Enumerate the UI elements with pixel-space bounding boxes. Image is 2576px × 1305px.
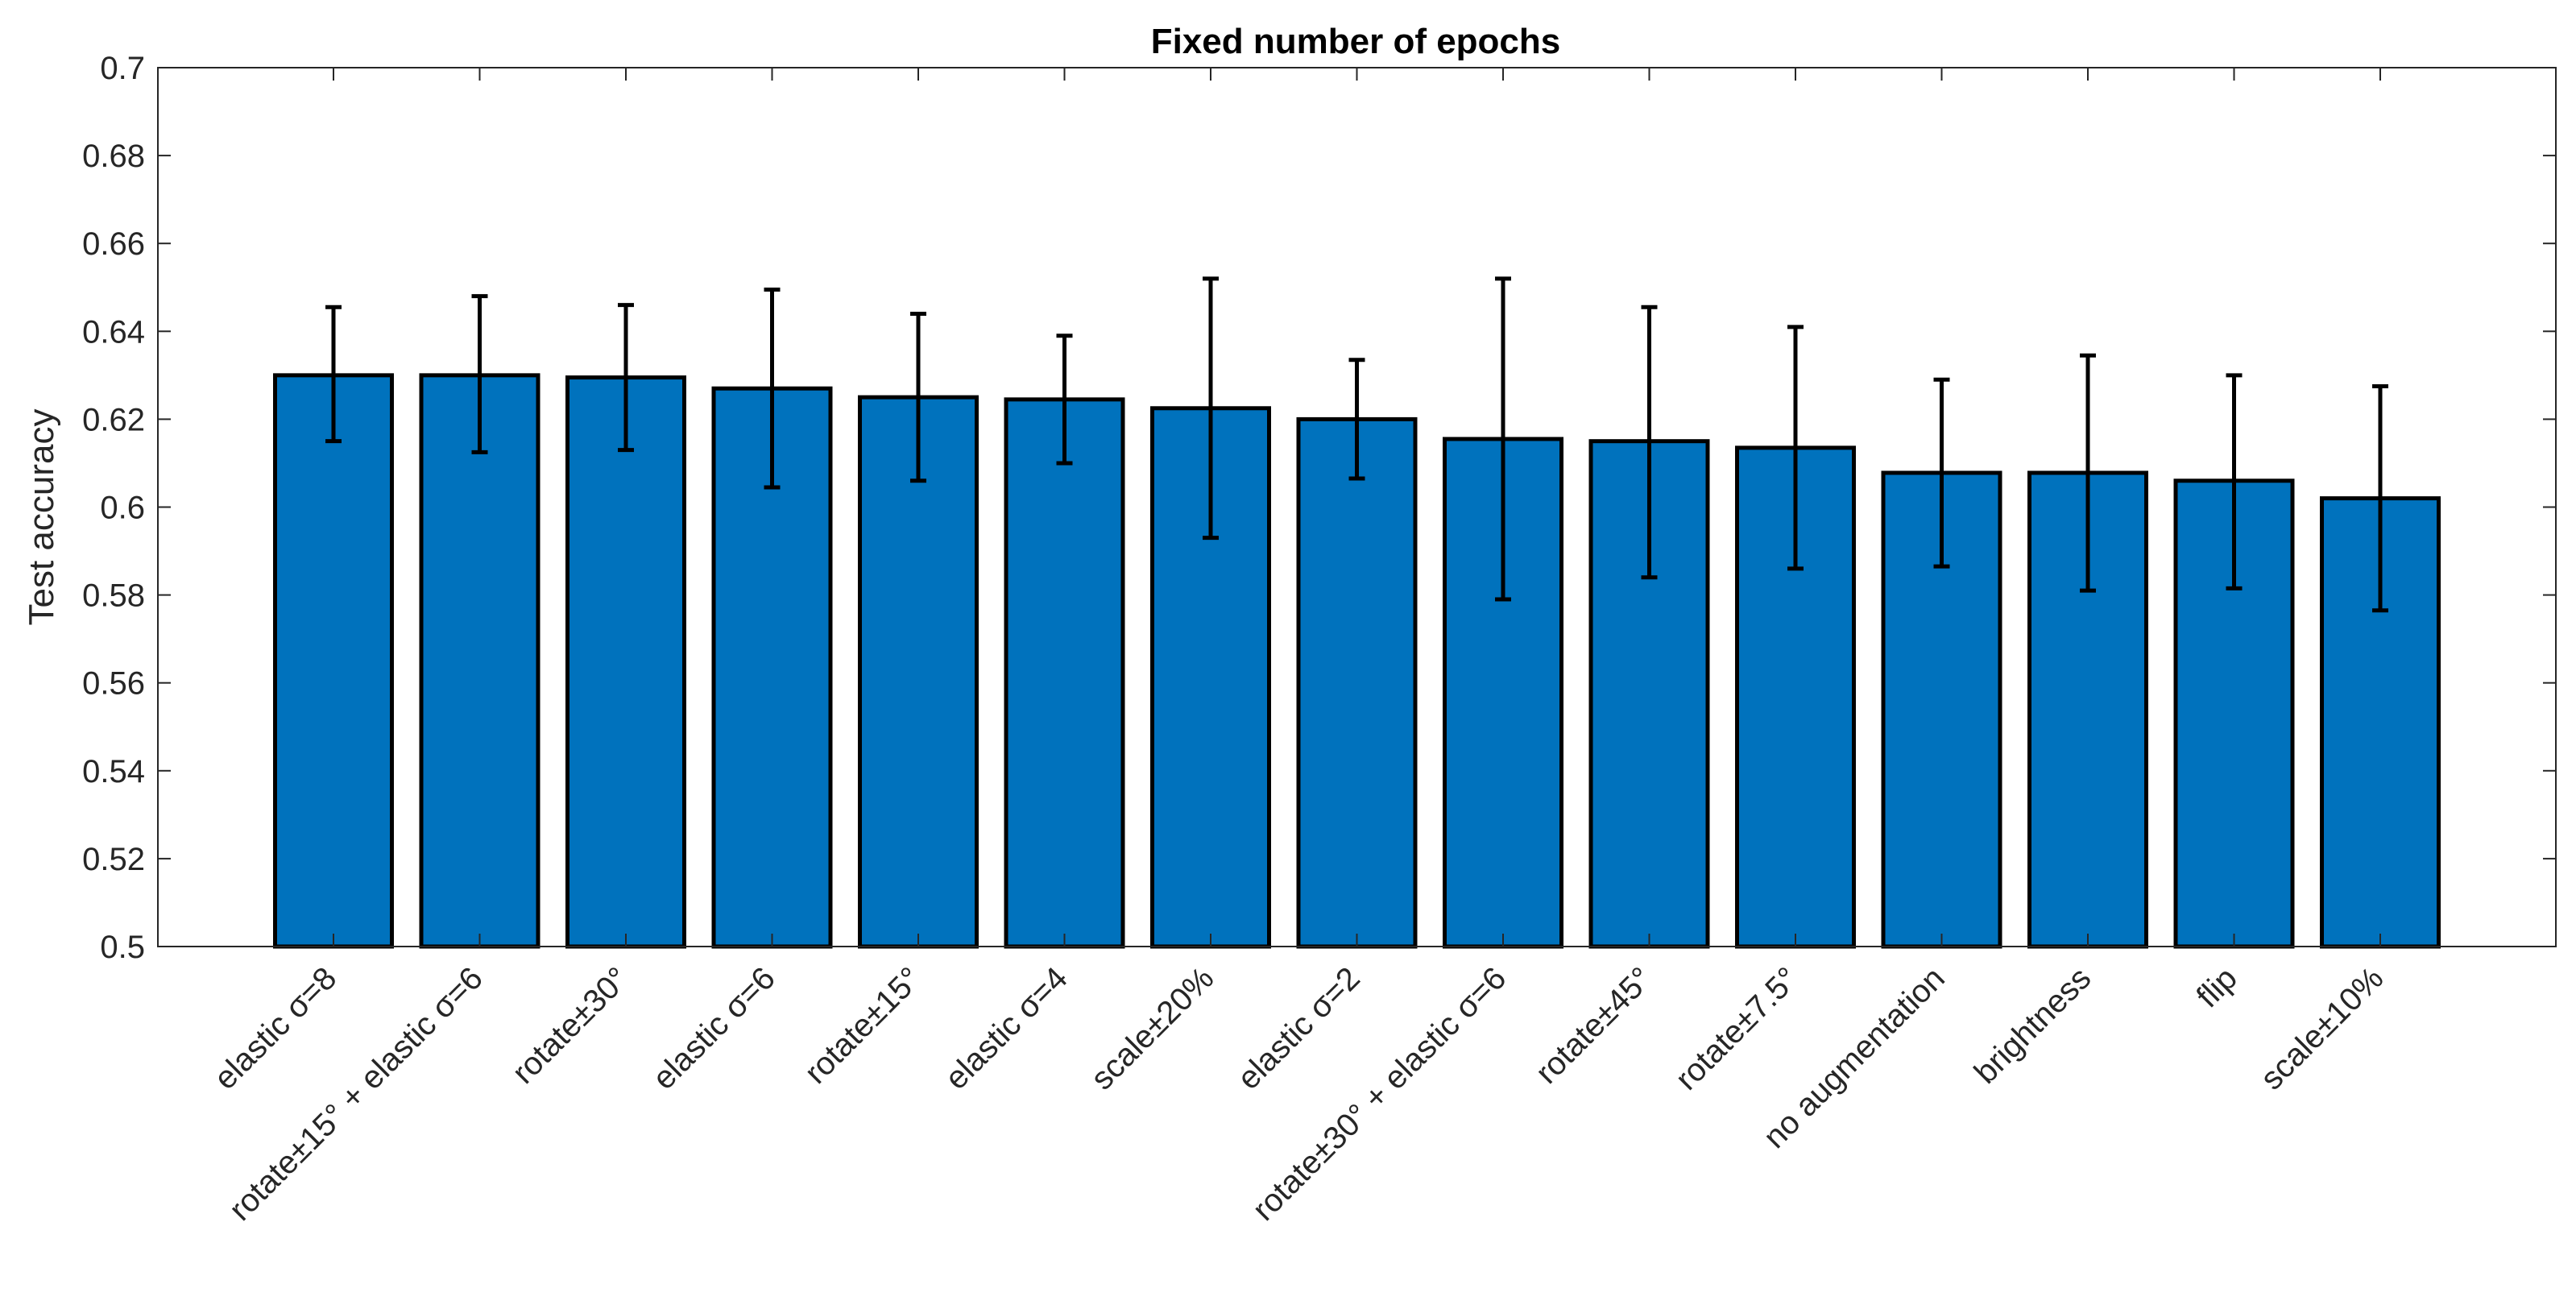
bar bbox=[273, 373, 394, 949]
y-tick-label: 0.58 bbox=[82, 578, 145, 614]
y-tick-label: 0.64 bbox=[82, 314, 145, 350]
y-tick-label: 0.56 bbox=[82, 666, 145, 702]
bar bbox=[1004, 397, 1125, 949]
x-tick-label: elastic σ=8 bbox=[208, 960, 344, 1096]
x-tick-label: elastic σ=2 bbox=[1231, 960, 1367, 1096]
y-tick-label: 0.54 bbox=[82, 754, 145, 789]
y-tick-label: 0.52 bbox=[82, 842, 145, 877]
y-tick-label: 0.6 bbox=[100, 491, 145, 526]
plot-area-frame bbox=[157, 67, 2557, 947]
y-tick-label: 0.66 bbox=[82, 226, 145, 262]
x-tick-label: rotate±30° + elastic σ=6 bbox=[1246, 960, 1514, 1228]
x-tick-label: rotate±7.5° bbox=[1669, 960, 1806, 1097]
y-axis-label: Test accuracy bbox=[22, 409, 61, 626]
x-tick-label: scale±20% bbox=[1084, 960, 1220, 1096]
y-tick-label: 0.68 bbox=[82, 139, 145, 174]
x-tick-label: scale±10% bbox=[2254, 960, 2390, 1096]
y-tick-label: 0.5 bbox=[100, 930, 145, 965]
error-bars bbox=[325, 276, 2388, 613]
x-tick-label: elastic σ=4 bbox=[938, 960, 1075, 1096]
y-tick-label: 0.7 bbox=[100, 51, 145, 86]
x-tick-label: rotate±15° + elastic σ=6 bbox=[222, 960, 490, 1228]
chart-title: Fixed number of epochs bbox=[1151, 22, 1561, 61]
y-axis: 0.5 0.52 0.54 0.56 0.58 0.6 0.62 0.64 0.66 0.68 0.… bbox=[82, 51, 2556, 965]
x-tick-label: flip bbox=[2190, 960, 2244, 1014]
bar bbox=[419, 373, 540, 949]
x-tick-label: rotate±15° bbox=[798, 960, 929, 1091]
x-tick-label: elastic σ=6 bbox=[646, 960, 782, 1096]
bar bbox=[858, 395, 979, 949]
bar bbox=[565, 375, 686, 949]
bars bbox=[273, 373, 2441, 949]
y-tick-label: 0.62 bbox=[82, 402, 145, 437]
x-tick-label: brightness bbox=[1968, 960, 2098, 1091]
x-tick-label: rotate±30° bbox=[506, 960, 636, 1091]
bar bbox=[1296, 416, 1418, 949]
x-tick-label: rotate±45° bbox=[1529, 960, 1659, 1091]
